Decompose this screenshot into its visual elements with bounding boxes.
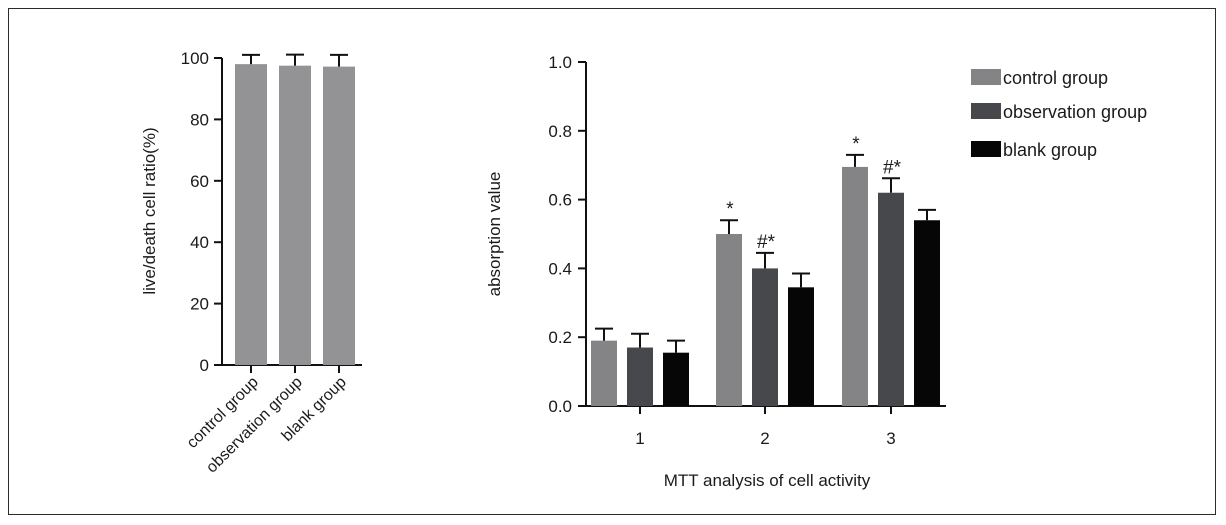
y-tick-label: 20 bbox=[190, 295, 209, 314]
legend-swatch bbox=[971, 69, 1001, 85]
significance-mark: #* bbox=[757, 232, 776, 253]
bar bbox=[235, 64, 267, 365]
bar bbox=[752, 268, 778, 406]
significance-mark: #* bbox=[883, 157, 902, 178]
x-axis-label: MTT analysis of cell activity bbox=[664, 471, 871, 490]
error-bar bbox=[631, 332, 649, 348]
y-tick-label: 100 bbox=[181, 49, 209, 68]
bar bbox=[914, 220, 940, 406]
significance-mark: * bbox=[852, 134, 860, 155]
error-bar bbox=[286, 53, 304, 66]
error-bar bbox=[882, 177, 900, 193]
y-tick-label: 60 bbox=[190, 172, 209, 191]
significance-mark: * bbox=[726, 199, 734, 220]
error-bar bbox=[846, 153, 864, 167]
error-bar bbox=[918, 208, 936, 221]
y-tick-label: 0.4 bbox=[548, 259, 572, 278]
bar bbox=[279, 65, 311, 366]
bar bbox=[842, 166, 868, 406]
error-bar bbox=[792, 272, 810, 288]
legend-swatch bbox=[971, 103, 1001, 119]
error-bar bbox=[595, 327, 613, 341]
x-tick-label: 3 bbox=[886, 429, 895, 448]
legend-label: control group bbox=[1003, 68, 1108, 88]
figure-frame bbox=[8, 8, 1216, 515]
y-tick-label: 0.0 bbox=[548, 397, 572, 416]
legend-swatch bbox=[971, 141, 1001, 157]
y-tick-label: 0.6 bbox=[548, 191, 572, 210]
y-tick-label: 1.0 bbox=[548, 53, 572, 72]
bar bbox=[323, 66, 355, 365]
legend-label: observation group bbox=[1003, 102, 1147, 122]
bar bbox=[627, 347, 653, 406]
legend-label: blank group bbox=[1003, 140, 1097, 160]
y-tick-label: 0.2 bbox=[548, 328, 572, 347]
error-bar bbox=[756, 251, 774, 269]
x-tick-label: 2 bbox=[760, 429, 769, 448]
bar bbox=[663, 352, 689, 406]
y-tick-label: 0 bbox=[200, 356, 209, 375]
y-tick-label: 80 bbox=[190, 110, 209, 129]
error-bar bbox=[667, 339, 685, 353]
bar bbox=[716, 234, 742, 406]
bar bbox=[878, 192, 904, 406]
error-bar bbox=[242, 53, 260, 65]
y-axis-label: live/death cell ratio(%) bbox=[140, 127, 159, 294]
error-bar bbox=[720, 219, 738, 234]
y-tick-label: 0.8 bbox=[548, 122, 572, 141]
error-bar bbox=[330, 53, 348, 67]
bar bbox=[788, 287, 814, 406]
y-axis-label: absorption value bbox=[485, 172, 504, 297]
x-tick-label: 1 bbox=[635, 429, 644, 448]
bar bbox=[591, 340, 617, 406]
y-tick-label: 40 bbox=[190, 233, 209, 252]
